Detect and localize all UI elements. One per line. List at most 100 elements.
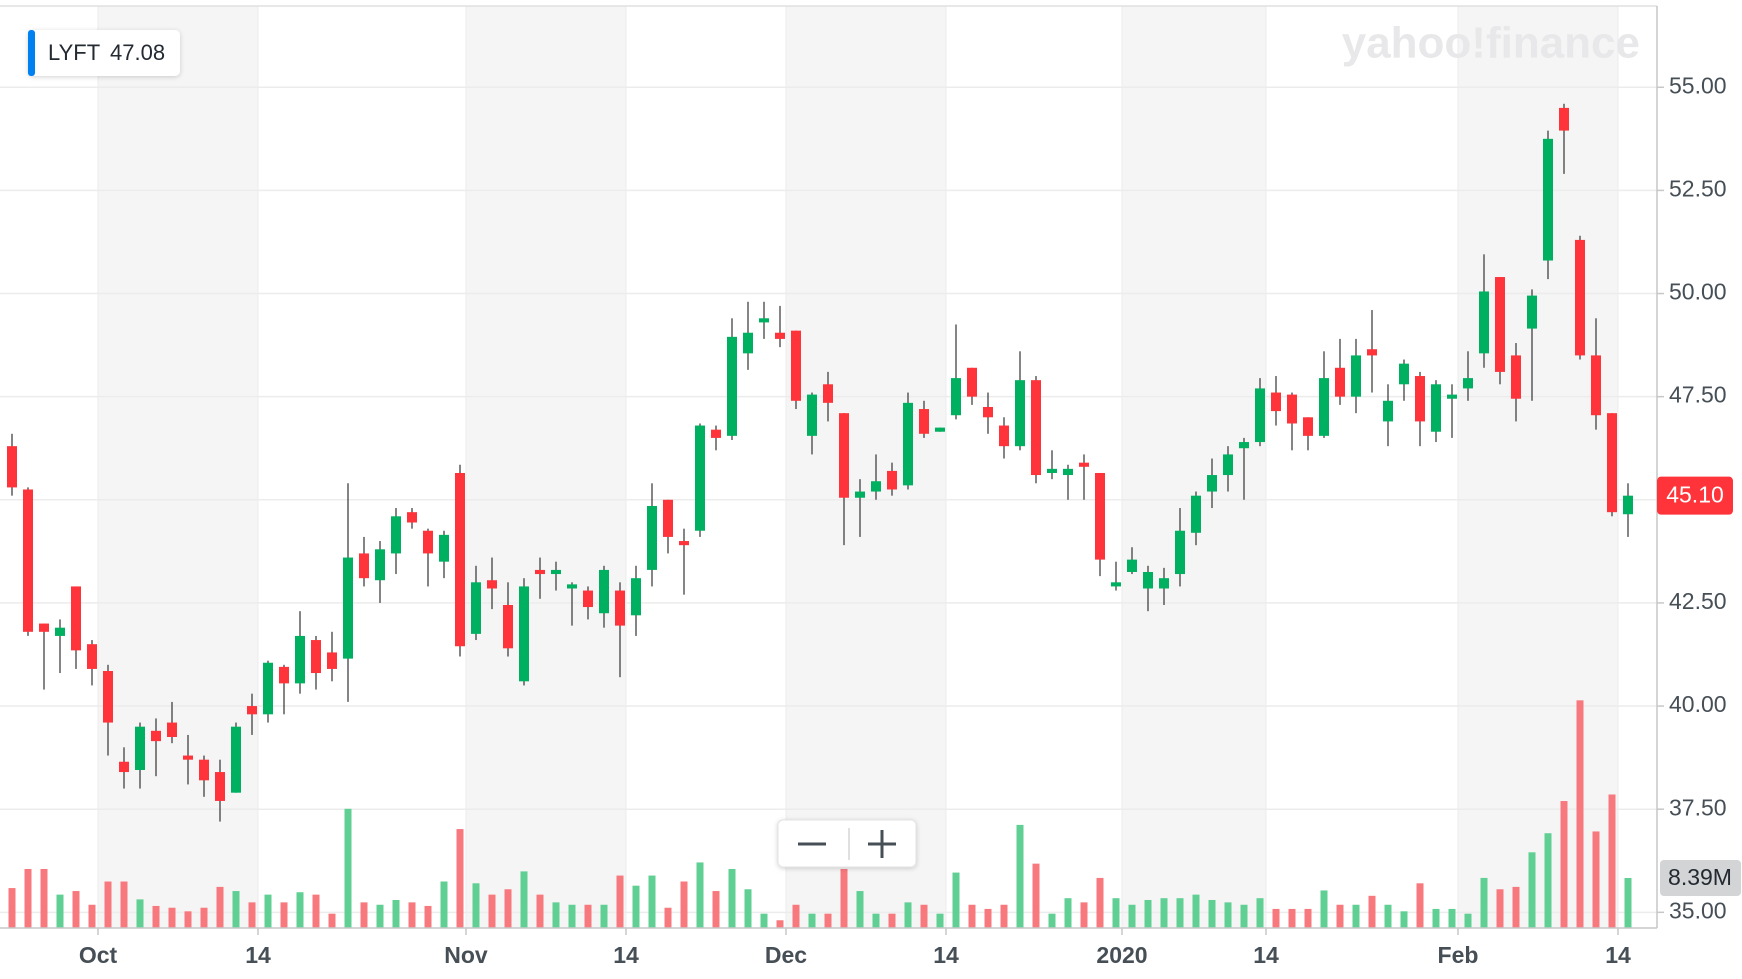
zoom-in-button[interactable] (850, 822, 914, 865)
x-tick-label: 14 (613, 942, 639, 968)
volume-bar (936, 913, 944, 928)
badge-layer: 45.10 8.39M (1657, 476, 1741, 896)
volume-bar (1416, 883, 1424, 928)
volume-bar (1336, 904, 1344, 928)
volume-bar (1192, 894, 1200, 928)
volume-bar (920, 904, 928, 928)
legend-box: LYFT 47.08 (28, 30, 180, 76)
candle-body (1239, 442, 1249, 449)
volume-bar (1288, 908, 1296, 928)
candle-body (327, 652, 337, 669)
volume-bar (696, 862, 704, 928)
volume-bar (1304, 908, 1312, 928)
period-shading (1122, 6, 1266, 928)
candle-body (567, 584, 577, 589)
candle-body (1335, 367, 1345, 397)
volume-bar (1608, 794, 1616, 928)
volume-bar (776, 920, 784, 928)
candle-body (1383, 400, 1393, 422)
candle-body (551, 569, 561, 575)
volume-bar (168, 907, 176, 928)
candle-body (1207, 475, 1217, 492)
volume-bar (1480, 877, 1488, 928)
volume-bar (264, 894, 272, 928)
candle-body (1095, 472, 1105, 560)
candle-body (935, 427, 945, 432)
volume-bar (584, 904, 592, 928)
last-price-badge (1657, 476, 1733, 515)
candle-body (1495, 277, 1505, 372)
candle-body (1431, 384, 1441, 432)
candle-body (439, 534, 449, 562)
volume-bar (440, 881, 448, 928)
volume-bar (520, 871, 528, 928)
volume-bar (1112, 898, 1120, 928)
candle-body (1351, 355, 1361, 397)
candle-body (231, 726, 241, 793)
candle-body (1063, 468, 1073, 476)
volume-bar (1384, 904, 1392, 928)
candle-body (583, 590, 593, 608)
axis-layer: Oct 14 Nov 14 Dec 14 2020 14 Feb 14 35.00 37.50 40.0… (79, 72, 1727, 968)
ticker-symbol: LYFT (48, 40, 100, 65)
candle-body (1511, 355, 1521, 399)
candle-body (743, 332, 753, 354)
volume-bar (792, 904, 800, 928)
volume-bar (632, 885, 640, 928)
candle-body (679, 541, 689, 546)
volume-bar (472, 883, 480, 928)
candle-body (119, 761, 129, 773)
background-layer (98, 6, 1618, 928)
candle-body (903, 402, 913, 486)
volume-bar (536, 894, 544, 928)
candle-body (311, 640, 321, 674)
candle-body (791, 330, 801, 401)
volume-bar (344, 808, 352, 928)
candle-body (407, 512, 417, 523)
candle-body (1271, 392, 1281, 412)
candle-body (1031, 380, 1041, 476)
volume-bar (104, 881, 112, 928)
volume-bar (648, 875, 656, 928)
x-tick-label: 14 (1253, 942, 1279, 968)
volume-bar (1464, 913, 1472, 928)
legend-marker (28, 30, 35, 76)
volume-bar (136, 899, 144, 928)
candle-body (55, 627, 65, 636)
candle-body (919, 409, 929, 434)
candle-body (711, 429, 721, 438)
last-price-label: 45.10 (1666, 482, 1724, 508)
candle-body (199, 759, 209, 781)
candle-layer (7, 103, 1633, 822)
candle-body (87, 644, 97, 669)
volume-bar (184, 911, 192, 928)
volume-bar (600, 904, 608, 928)
volume-bar (808, 913, 816, 928)
volume-bar (376, 904, 384, 928)
candle-body (391, 516, 401, 554)
volume-bar (1064, 898, 1072, 928)
y-tick-label: 37.50 (1669, 794, 1727, 820)
period-shading (1458, 6, 1618, 928)
last-volume-label: 8.39M (1668, 864, 1732, 890)
y-tick-label: 40.00 (1669, 691, 1727, 717)
candle-body (471, 582, 481, 634)
candle-body (663, 499, 673, 537)
volume-bar (312, 894, 320, 928)
candle-body (375, 549, 385, 581)
candle-body (183, 755, 193, 760)
candle-body (855, 491, 865, 498)
candle-body (1527, 295, 1537, 329)
volume-bar (1320, 890, 1328, 928)
volume-bar (1208, 899, 1216, 928)
candle-body (1159, 578, 1169, 589)
candle-body (759, 318, 769, 323)
volume-bar (1176, 898, 1184, 928)
zoom-out-button[interactable] (780, 822, 846, 865)
x-tick-label: 14 (1605, 942, 1631, 968)
volume-bar (712, 891, 720, 928)
volume-bar (1224, 902, 1232, 928)
candle-body (167, 722, 177, 737)
candle-body (775, 332, 785, 339)
candle-body (695, 425, 705, 531)
